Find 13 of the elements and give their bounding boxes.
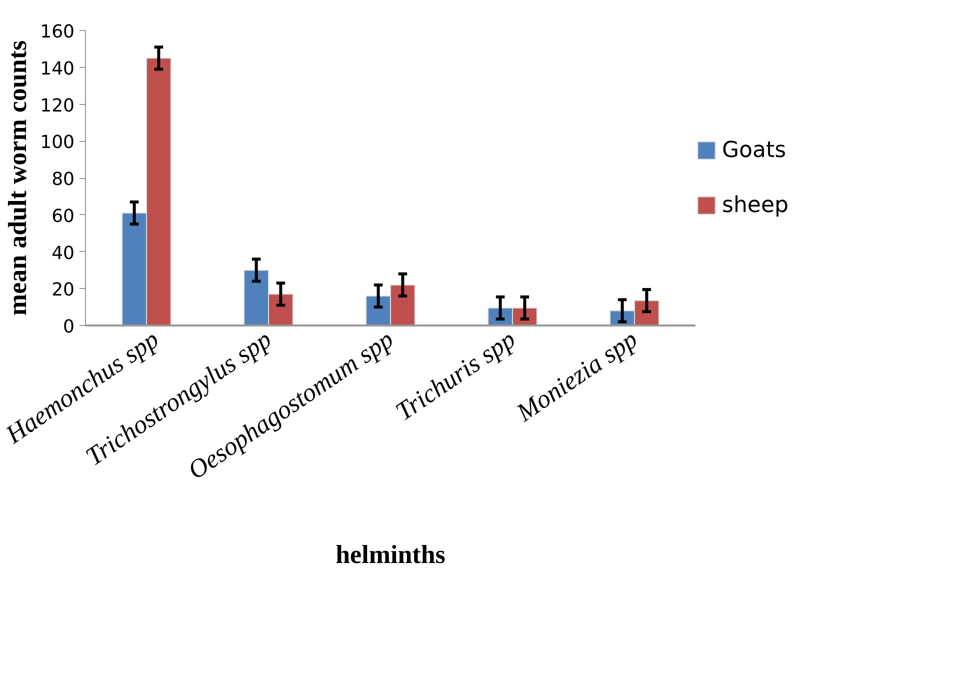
y-tick-label: 100 [40,132,75,154]
x-axis-title: helminths [336,540,446,570]
y-tick-label: 60 [52,206,74,227]
y-tick-label: 20 [52,280,74,301]
legend-label: Goats [722,138,786,162]
y-tick-label: 140 [40,58,75,80]
y-tick-label: 80 [52,169,74,190]
legend-label: sheep [722,192,788,218]
y-tick-label: 120 [40,95,75,116]
y-axis-title: mean adult worm counts [3,40,32,316]
y-tick-label: 160 [40,22,75,42]
y-tick-label: 40 [52,242,74,264]
y-tick-label: 0 [63,316,74,338]
